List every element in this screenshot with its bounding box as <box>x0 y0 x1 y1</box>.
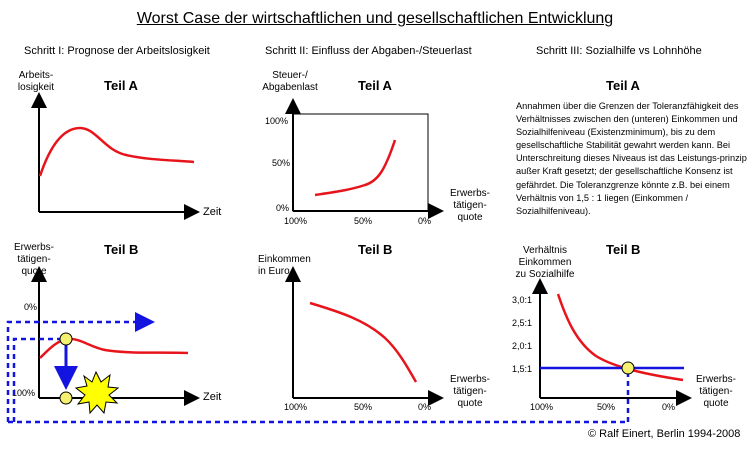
s3b-ytick-30: 3,0:1 <box>512 295 533 305</box>
s2b-ylabel-line1: Einkommen <box>258 254 311 265</box>
s2b-axes <box>285 266 444 406</box>
s2a-ylabel-line2: Abgabenlast <box>262 82 318 93</box>
teil-b-label-3: Teil B <box>606 242 641 257</box>
s2a-ytick-100: 100% <box>265 116 289 126</box>
guide-dashed-top <box>6 312 155 422</box>
section-heading-1: Schritt I: Prognose der Arbeitslosigkeit <box>24 45 210 57</box>
s2a-xlabel: Erwerbs- tätigen- quote <box>440 188 500 224</box>
s2a-ylabel: Steuer-/ Abgabenlast <box>255 70 325 94</box>
s1b-tick-top: 0% <box>24 302 38 312</box>
s3b-xlabel-line2: tätigen- <box>699 386 733 397</box>
s3b-axes <box>532 278 692 406</box>
s2a-ytick-50: 50% <box>272 158 291 168</box>
s1b-curve <box>39 337 189 359</box>
marker-intersection-3b <box>621 361 635 375</box>
s2b-ylabel-line2: in Euro <box>258 266 290 277</box>
s2a-xtick-50: 50% <box>354 216 373 226</box>
teil-a-label-2: Teil A <box>358 78 392 93</box>
s2b-xtick-0: 0% <box>418 402 432 412</box>
s1b-tick-bottom: 100% <box>12 388 36 398</box>
s2a-curve <box>314 139 397 197</box>
s1b-ylabel-line1: Erwerbs- <box>13 242 54 253</box>
s2a-xlabel-line1: Erwerbs- <box>449 188 490 199</box>
s1b-ylabel-line2: tätigen- <box>17 254 51 265</box>
marker-axis-1b <box>59 391 73 405</box>
s2b-xtick-100: 100% <box>284 402 308 412</box>
s3b-curve <box>556 293 684 382</box>
teil-b-label-2: Teil B <box>358 242 393 257</box>
teil-b-label-1: Teil B <box>104 242 139 257</box>
page-title: Worst Case der wirtschaftlichen und gese… <box>136 10 614 27</box>
s3b-xtick-0: 0% <box>662 402 676 412</box>
s3b-xtick-100: 100% <box>530 402 554 412</box>
s1b-xlabel: Zeit <box>203 391 222 403</box>
marker-curve-1b <box>59 332 73 346</box>
s1a-curve <box>38 126 195 177</box>
s2b-xlabel-line2: tätigen- <box>453 386 487 397</box>
s2b-xlabel: Erwerbs- tätigen- quote <box>440 374 500 410</box>
s2b-curve <box>309 301 418 383</box>
s2b-ylabel: Einkommen in Euro <box>258 254 314 278</box>
s3b-xtick-50: 50% <box>597 402 616 412</box>
s1a-ylabel-line1: Arbeits- <box>18 70 54 81</box>
s2a-xtick-0: 0% <box>418 216 432 226</box>
s3b-xlabel-line3: quote <box>703 398 729 409</box>
s2b-xtick-50: 50% <box>354 402 373 412</box>
section-heading-2: Schritt II: Einfluss der Abgaben-/Steuer… <box>265 45 472 57</box>
s3b-ytick-15: 1,5:1 <box>512 364 533 374</box>
s2a-xtick-100: 100% <box>284 216 308 226</box>
teil-a-label-1: Teil A <box>104 78 138 93</box>
s3b-ylabel-line2: Einkommen <box>518 257 572 268</box>
s1a-xlabel: Zeit <box>203 206 222 218</box>
s3b-ylabel: Verhältnis Einkommen zu Sozialhilfe <box>505 245 585 281</box>
section-heading-3: Schritt III: Sozialhilfe vs Lohnhöhe <box>536 45 702 57</box>
s2a-xlabel-line2: tätigen- <box>453 200 487 211</box>
s2a-axes <box>285 98 444 219</box>
teil-a-label-3: Teil A <box>606 78 640 93</box>
s1a-ylabel-line2: losigkeit <box>17 82 55 93</box>
guide-dashed-level <box>12 337 64 422</box>
s2a-ylabel-line1: Steuer-/ <box>272 70 308 81</box>
s3b-ylabel-line1: Verhältnis <box>523 245 567 256</box>
s3a-note: Annahmen über die Grenzen der Toleranzfä… <box>516 101 747 216</box>
s3b-ytick-20: 2,0:1 <box>512 341 533 351</box>
burst-shape <box>74 370 120 415</box>
s2b-xlabel-line1: Erwerbs- <box>449 374 490 385</box>
s3b-ylabel-line3: zu Sozialhilfe <box>515 269 575 280</box>
s3b-ytick-25: 2,5:1 <box>512 318 533 328</box>
s2a-xlabel-line3: quote <box>457 212 483 223</box>
s1a-ylabel: Arbeits- losigkeit <box>12 70 60 94</box>
s3b-xlabel-line1: Erwerbs- <box>695 374 736 385</box>
s3b-xlabel: Erwerbs- tätigen- quote <box>686 374 746 410</box>
s2a-ytick-0: 0% <box>276 203 290 213</box>
s1a-axes <box>31 92 200 220</box>
s2b-xlabel-line3: quote <box>457 398 483 409</box>
copyright: © Ralf Einert, Berlin 1994-2008 <box>588 428 741 440</box>
